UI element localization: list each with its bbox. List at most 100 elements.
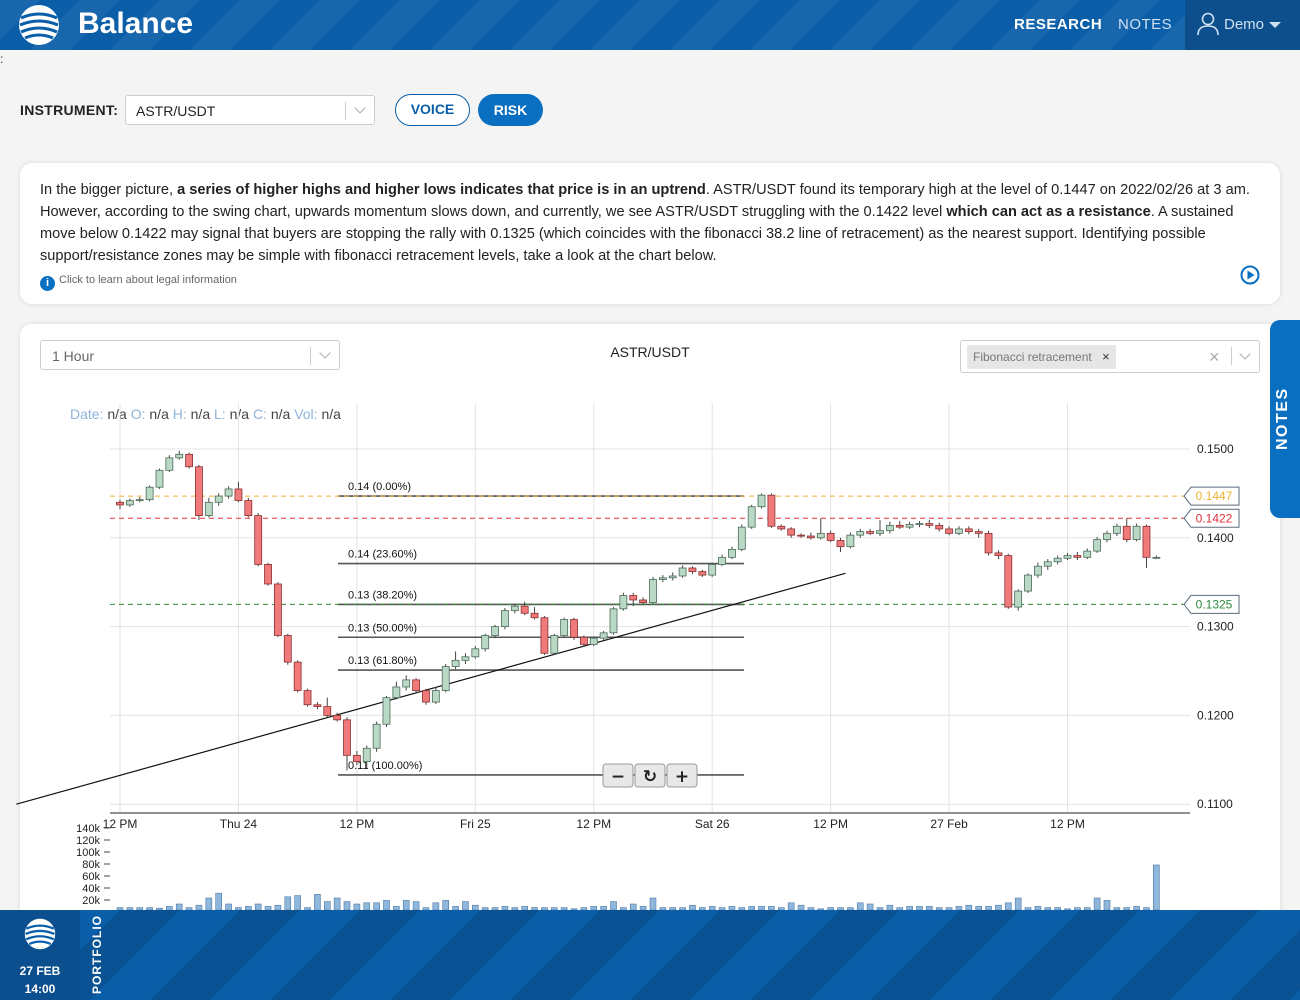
candle-body [658,577,667,580]
candle [747,504,756,529]
candle [1093,536,1102,553]
candle-body [836,540,845,548]
portfolio-tab[interactable]: PORTFOLIO [90,915,104,994]
brand-name: Balance [78,7,194,40]
volume-bar [195,904,203,910]
user-menu[interactable]: Demo [1185,0,1300,50]
balance-logo-icon[interactable] [18,4,60,46]
readout-date-key: Date: [70,406,104,422]
candle-body [530,612,539,619]
candle-body [254,515,263,565]
zoom-reset-button[interactable] [634,763,666,788]
nav-notes[interactable]: NOTES [1118,16,1173,33]
candle-body [895,524,904,528]
volume-bar [600,906,607,910]
candle-body [767,494,776,527]
volume-bar [472,904,479,910]
candle [461,653,470,664]
candle [431,686,440,704]
clear-icon[interactable]: × [1209,347,1220,367]
volume-bar [1034,906,1042,910]
candle [283,633,292,665]
candle-body [984,532,993,554]
candle-body [579,636,588,645]
analysis-segment: which can act as a resistance [946,204,1151,220]
volume-bar [1004,902,1012,910]
candle [945,526,953,536]
notes-side-tab[interactable]: NOTES [1270,320,1300,518]
price-level-tag [1183,486,1240,506]
candle [471,646,480,659]
volume-bar [254,903,262,910]
candle-body [520,605,529,614]
candle-body [570,619,578,638]
voice-button[interactable]: VOICE [395,94,470,126]
candle-body [481,635,490,650]
risk-button[interactable]: RISK [478,94,543,126]
candle [323,697,332,718]
candle-body [866,531,875,534]
fib-level-label: 0.13 (61.80%) [348,655,417,667]
candle [1043,559,1052,570]
volume-tick-label: 40k [82,883,100,895]
candle-body [964,528,973,532]
candle-body [708,564,717,576]
analysis-text: In the bigger picture, a series of highe… [40,179,1262,267]
volume-bar [955,906,963,910]
notes-tab-label: NOTES [1274,387,1291,450]
candle [767,493,776,529]
indicator-select[interactable]: Fibonacci retracement × × [960,340,1260,373]
candle [362,745,371,769]
volume-bar [363,902,371,910]
zoom-in-button[interactable] [666,763,698,788]
candle-body [352,754,361,762]
candle-body [293,661,302,691]
candle-body [905,524,914,528]
indicator-tag-label: Fibonacci retracement [973,350,1092,364]
volume-bar [343,901,351,910]
footer-bar: 27 FEB 14:00 PORTFOLIO [0,910,1300,1000]
instrument-select[interactable]: ASTR/USDT [125,95,375,125]
candle-body [599,632,608,639]
nav-research[interactable]: RESEARCH [1014,16,1103,33]
balance-logo-icon[interactable] [24,918,56,950]
zoom-controls: − ↻ + [602,763,698,788]
candle [520,601,529,616]
volume-tick-label: 140k [76,823,100,835]
candlestick-chart[interactable]: 0.14 (0.00%)0.14 (23.60%)0.13 (38.20%)0.… [0,0,1300,910]
candle [481,633,490,652]
y-tick-label: 0.1500 [1197,442,1234,456]
candle [510,603,519,614]
candle [343,717,351,771]
trendline-line [16,572,846,805]
candle-body [609,608,618,634]
candle [116,499,124,510]
candle [1063,552,1072,560]
zoom-out-button[interactable] [602,763,634,788]
volume-bar [393,906,400,910]
fib-level-label: 0.14 (0.00%) [348,481,411,493]
candle [402,675,411,691]
volume-bar [1153,864,1160,910]
timeframe-select[interactable]: 1 Hour [40,340,340,370]
volume-bar [995,904,1002,910]
candle [807,532,815,540]
x-tick-label: Sat 26 [695,817,730,831]
candle [984,530,993,556]
volume-bar [442,900,450,910]
candle [974,528,983,538]
play-icon[interactable] [1240,265,1260,285]
candle-body [639,599,648,604]
candle-body [856,531,865,536]
x-tick-label: Thu 24 [220,817,258,831]
remove-tag-icon[interactable]: × [1102,349,1110,364]
candle-body [728,548,736,558]
instrument-value: ASTR/USDT [136,103,216,119]
legal-link[interactable]: i Click to learn about legal information [40,274,237,291]
ohlc-readout: Date: n/a O: n/a H: n/a L: n/a C: n/a Vo… [70,406,341,422]
candle-body [1152,556,1161,559]
candle-body [915,523,924,525]
candle-body [1024,574,1032,592]
candle-body [826,532,835,541]
volume-bar [797,904,805,910]
